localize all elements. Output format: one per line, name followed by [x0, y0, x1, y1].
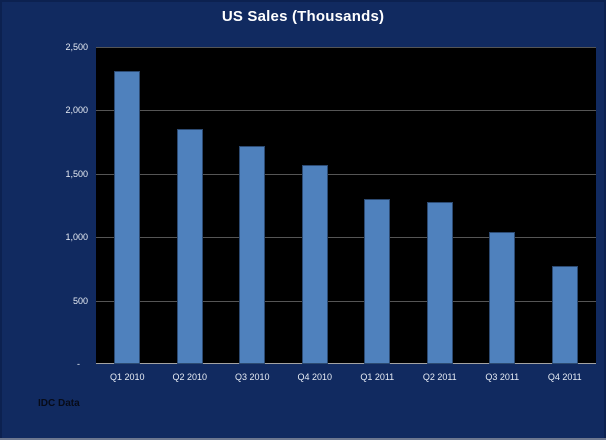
y-tick-label: - — [77, 359, 80, 369]
gridline — [96, 47, 596, 48]
gridline — [96, 237, 596, 239]
x-tick-label: Q1 2010 — [109, 372, 145, 382]
x-axis: Q1 2010 Q2 2010 Q3 2010 Q4 2010 Q1 2011 Q2 20… — [96, 371, 596, 383]
bar-q2-2010 — [176, 129, 203, 364]
x-tick-label: Q4 2010 — [297, 372, 333, 382]
y-tick-label: 500 — [72, 295, 88, 306]
bar-q4-2010 — [301, 164, 328, 364]
x-tick-label: Q3 2011 — [485, 372, 520, 382]
x-tick-label: Q2 2011 — [422, 372, 457, 382]
gridline — [96, 173, 596, 175]
x-tick-label: Q2 2010 — [172, 372, 208, 382]
y-tick-label: 2,500 — [65, 42, 88, 52]
bar-q2-2011 — [426, 202, 453, 364]
gridline — [96, 300, 596, 302]
chart-title: US Sales (Thousands) — [221, 8, 385, 25]
bar-q1-2011 — [364, 199, 391, 364]
chart-footnote: IDC Data — [38, 398, 80, 409]
gridline — [96, 110, 596, 112]
y-axis: 2,500 2,000 1,500 1,000 500 - — [0, 42, 88, 369]
bar-q1-2010 — [114, 71, 141, 364]
bar-q3-2010 — [239, 145, 266, 364]
y-tick-label: 1,000 — [65, 232, 88, 243]
x-tick-label: Q3 2010 — [234, 372, 270, 382]
x-tick-label: Q1 2011 — [360, 372, 395, 382]
x-tick-label: Q4 2011 — [547, 372, 582, 382]
x-axis-line — [96, 363, 596, 364]
bar-q3-2011 — [489, 232, 516, 364]
y-tick-label: 1,500 — [65, 168, 88, 179]
plot-area — [96, 47, 596, 364]
bar-q4-2011 — [551, 266, 578, 364]
y-tick-label: 2,000 — [65, 105, 88, 116]
